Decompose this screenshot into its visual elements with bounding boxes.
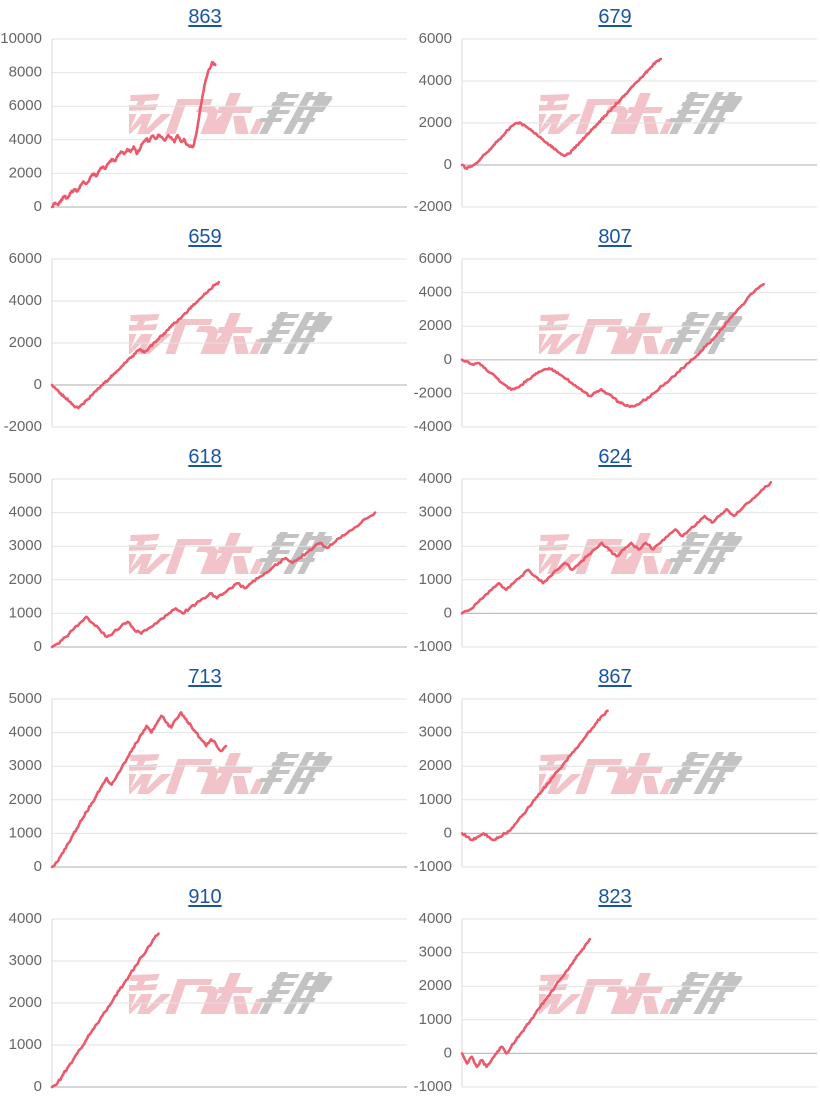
svg-text:2000: 2000 [419,317,452,334]
svg-text:2000: 2000 [9,791,42,808]
svg-text:4000: 4000 [419,470,452,487]
svg-text:4000: 4000 [9,131,42,148]
svg-text:4000: 4000 [9,292,42,309]
svg-text:0: 0 [34,638,42,655]
svg-text:-1000: -1000 [414,638,452,655]
svg-text:4000: 4000 [9,504,42,521]
svg-text:4000: 4000 [419,910,452,927]
svg-text:0: 0 [444,156,452,173]
svg-text:2000: 2000 [419,977,452,994]
svg-text:1000: 1000 [419,791,452,808]
svg-text:0: 0 [444,604,452,621]
svg-text:6000: 6000 [419,30,452,47]
svg-text:3000: 3000 [419,944,452,961]
svg-text:-1000: -1000 [414,858,452,875]
svg-text:1000: 1000 [9,604,42,621]
svg-text:6000: 6000 [9,250,42,267]
svg-text:0: 0 [34,376,42,393]
svg-text:5000: 5000 [9,690,42,707]
svg-text:3000: 3000 [419,724,452,741]
svg-text:3000: 3000 [9,537,42,554]
svg-text:-1000: -1000 [414,1078,452,1095]
svg-text:10000: 10000 [0,30,42,47]
svg-text:1000: 1000 [9,1036,42,1053]
svg-text:4000: 4000 [419,284,452,301]
svg-text:4000: 4000 [9,724,42,741]
svg-text:2000: 2000 [9,334,42,351]
svg-text:6000: 6000 [9,97,42,114]
svg-text:0: 0 [34,1078,42,1095]
svg-text:0: 0 [444,1044,452,1061]
svg-text:-2000: -2000 [414,384,452,401]
svg-text:0: 0 [34,198,42,215]
svg-text:2000: 2000 [9,994,42,1011]
svg-text:2000: 2000 [419,757,452,774]
svg-text:3000: 3000 [419,504,452,521]
svg-text:1000: 1000 [9,824,42,841]
svg-text:4000: 4000 [9,910,42,927]
svg-text:1000: 1000 [419,571,452,588]
svg-text:-4000: -4000 [414,418,452,435]
svg-text:0: 0 [34,858,42,875]
svg-text:2000: 2000 [419,537,452,554]
svg-text:3000: 3000 [9,952,42,969]
svg-text:4000: 4000 [419,72,452,89]
svg-text:0: 0 [444,351,452,368]
svg-text:6000: 6000 [419,250,452,267]
svg-text:5000: 5000 [9,470,42,487]
svg-text:3000: 3000 [9,757,42,774]
svg-text:-2000: -2000 [414,198,452,215]
svg-text:-2000: -2000 [4,418,42,435]
svg-text:4000: 4000 [419,690,452,707]
svg-text:2000: 2000 [9,571,42,588]
svg-text:0: 0 [444,824,452,841]
svg-text:2000: 2000 [9,164,42,181]
svg-text:2000: 2000 [419,114,452,131]
svg-text:1000: 1000 [419,1011,452,1028]
svg-text:8000: 8000 [9,64,42,81]
